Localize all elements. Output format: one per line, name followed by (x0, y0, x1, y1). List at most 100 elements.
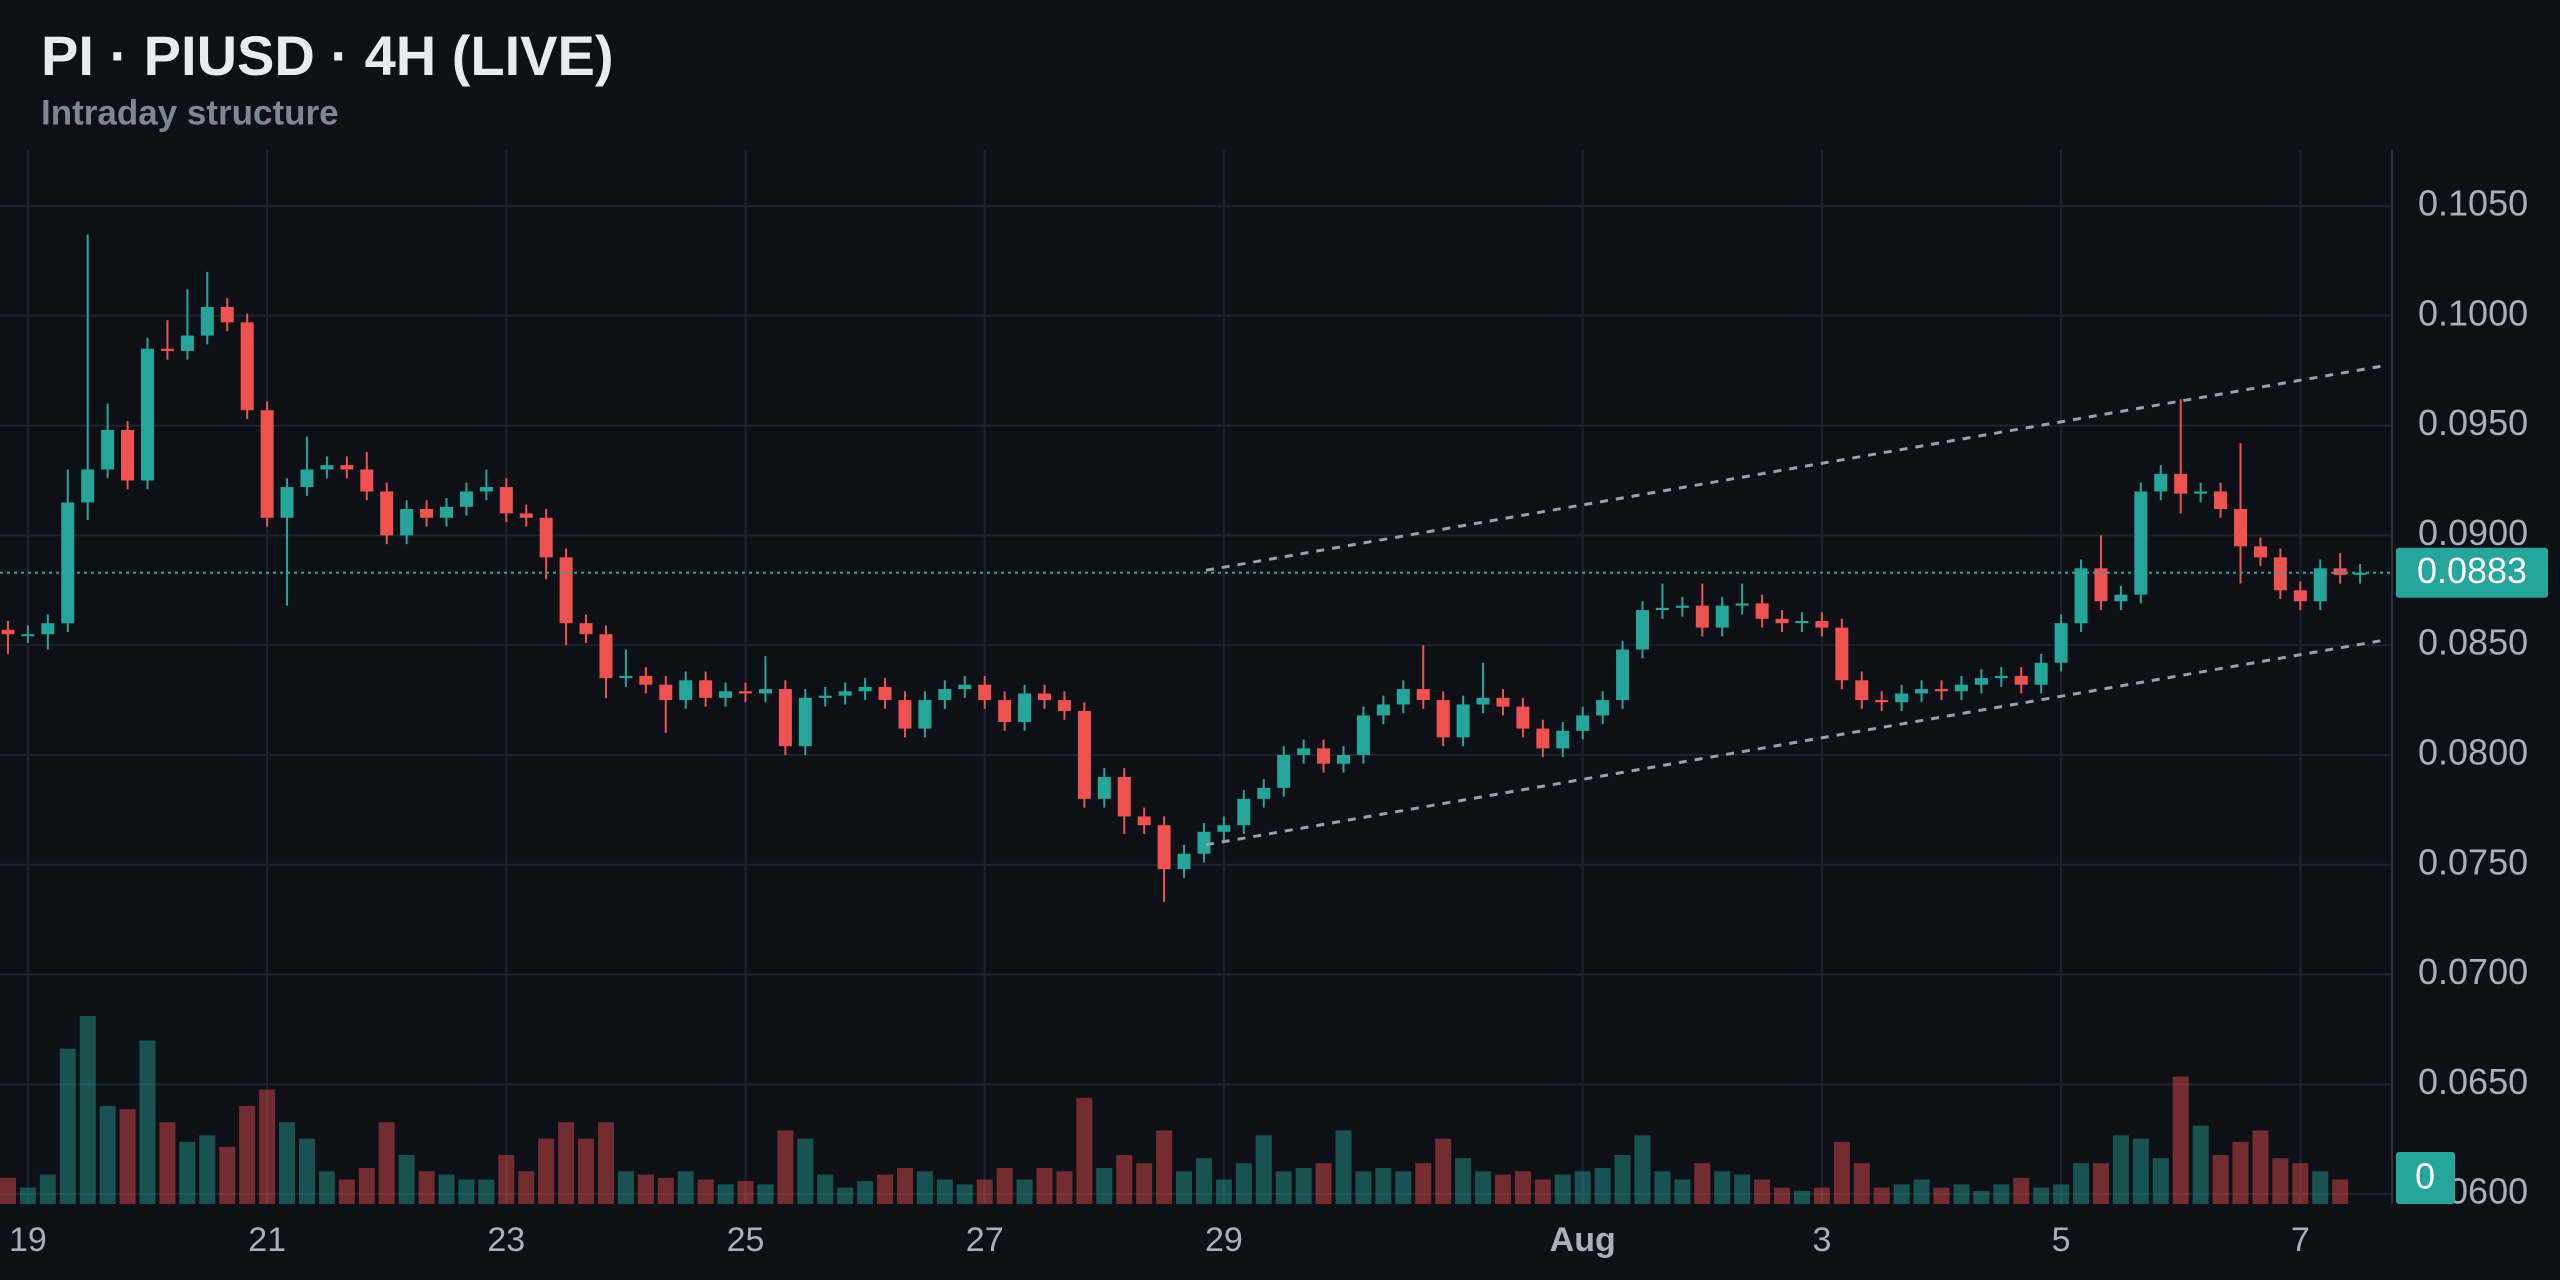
candle-body (2094, 568, 2108, 602)
volume-bar (2132, 1138, 2149, 1204)
volume-bar (578, 1138, 595, 1204)
volume-bar (1514, 1171, 1531, 1204)
volume-bar (2033, 1187, 2050, 1204)
y-tick-label: 0.0800 (2418, 731, 2528, 772)
trendline (1205, 364, 2383, 572)
volume-bar (2312, 1171, 2329, 1204)
candle-body (2273, 557, 2287, 591)
volume-bar (1195, 1158, 1212, 1204)
candle-body (81, 469, 95, 503)
candle-body (200, 307, 214, 336)
candles (1, 234, 2367, 903)
volume-bar (59, 1048, 76, 1204)
candle-body (1038, 693, 1052, 701)
volume-bar (1295, 1168, 1312, 1204)
volume-bar (2232, 1141, 2249, 1204)
candle-body (101, 429, 115, 470)
candle-body (1835, 627, 1849, 681)
candle-body (1476, 697, 1490, 705)
candle-body (599, 634, 613, 679)
volume-bar (1455, 1158, 1472, 1204)
candle-body (2174, 473, 2188, 494)
volume-bar (219, 1146, 236, 1204)
candle-body (858, 686, 872, 692)
candle-body (340, 465, 354, 470)
volume-bar (438, 1174, 455, 1204)
x-tick-label: 29 (1205, 1221, 1243, 1259)
overlays (0, 364, 2392, 847)
candle-body (1954, 684, 1968, 692)
candle-body (1257, 787, 1271, 799)
candle-body (1277, 754, 1291, 788)
candle-body (1875, 700, 1889, 703)
candle-body (2214, 491, 2228, 510)
volume-bar (139, 1040, 156, 1204)
x-tick-label: 3 (1812, 1221, 1831, 1259)
volume-bar (617, 1171, 634, 1204)
candle-body (440, 506, 454, 518)
candle-body (1576, 715, 1590, 731)
volume-bar (0, 1177, 16, 1204)
volume-bar (538, 1138, 555, 1204)
volume-bar (2172, 1076, 2189, 1204)
volume-bar (358, 1168, 375, 1204)
y-tick-label: 0.0950 (2418, 402, 2528, 443)
candle-body (519, 513, 533, 518)
volume-badge (2396, 1152, 2455, 1204)
candle-body (380, 491, 394, 536)
candle-body (2293, 590, 2307, 602)
candle-body (1655, 607, 1669, 611)
volume-bar (318, 1171, 335, 1204)
volume-bar (378, 1122, 395, 1204)
candle-body (1675, 605, 1689, 608)
candle-body (459, 491, 473, 507)
volume-bar (1275, 1171, 1292, 1204)
volume-bar (398, 1154, 415, 1204)
volume-bar (2053, 1184, 2070, 1204)
volume-bar (877, 1174, 894, 1204)
candle-body (938, 689, 952, 701)
x-tick-label: 21 (248, 1221, 286, 1259)
volume-bar (1136, 1163, 1153, 1204)
volume-bar (1993, 1184, 2010, 1204)
volume-bar (896, 1168, 913, 1204)
candle-body (1456, 704, 1470, 738)
x-tick-label: 27 (966, 1221, 1004, 1259)
volume-bar (677, 1171, 694, 1204)
volume-bar (1873, 1187, 1890, 1204)
volume-bar (657, 1177, 674, 1204)
candle-body (978, 684, 992, 701)
volume-bar (817, 1174, 834, 1204)
candle-body (180, 335, 194, 351)
candle-body (1137, 816, 1151, 826)
volume-bar (259, 1089, 276, 1204)
volume-bar (298, 1138, 315, 1204)
candle-body (1297, 748, 1311, 755)
y-tick-label: 0.0750 (2418, 841, 2528, 882)
volume-bar (19, 1187, 36, 1204)
candle-body (1695, 605, 1709, 628)
volume-bar (518, 1171, 535, 1204)
volume-bar (458, 1179, 475, 1204)
x-tick-label: 19 (9, 1221, 47, 1259)
candle-body (539, 517, 553, 558)
candle-body (699, 680, 713, 698)
candle-body (1237, 798, 1251, 826)
candle-body (878, 686, 892, 701)
candle-body (1177, 853, 1191, 870)
volume-bar (1176, 1171, 1193, 1204)
volume-bar (239, 1105, 256, 1204)
candle-body (1337, 754, 1351, 764)
candle-body (1197, 831, 1211, 854)
candle-body (1057, 700, 1071, 712)
volume-bar (1076, 1097, 1093, 1204)
volume-bar (1774, 1187, 1791, 1204)
volume-bar (637, 1174, 654, 1204)
candle-body (1735, 603, 1749, 606)
candle-body (2333, 568, 2347, 575)
volume-bar (2212, 1154, 2229, 1204)
volume-bar (279, 1122, 296, 1204)
candle-body (719, 691, 733, 698)
candle-body (1596, 700, 1610, 716)
